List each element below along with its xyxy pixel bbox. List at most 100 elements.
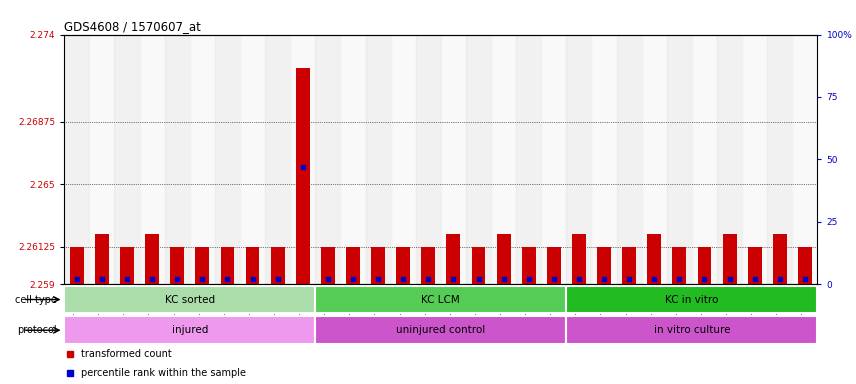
- Point: [472, 276, 485, 282]
- Bar: [767, 35, 793, 284]
- Text: KC LCM: KC LCM: [421, 295, 461, 305]
- Bar: [290, 35, 315, 284]
- Point: [270, 276, 284, 282]
- Bar: [572, 234, 586, 284]
- Bar: [673, 247, 687, 284]
- Point: [321, 276, 335, 282]
- Bar: [70, 247, 84, 284]
- Bar: [265, 35, 290, 284]
- Bar: [390, 35, 416, 284]
- Bar: [722, 234, 736, 284]
- Point: [246, 276, 259, 282]
- Text: in vitro culture: in vitro culture: [654, 325, 730, 335]
- Bar: [190, 35, 215, 284]
- Bar: [717, 35, 742, 284]
- Point: [622, 276, 636, 282]
- Bar: [315, 286, 567, 313]
- Bar: [416, 35, 441, 284]
- Point: [447, 276, 461, 282]
- Point: [597, 276, 611, 282]
- Bar: [742, 35, 767, 284]
- Bar: [698, 247, 711, 284]
- Point: [722, 276, 736, 282]
- Bar: [642, 35, 667, 284]
- Point: [70, 276, 84, 282]
- Point: [748, 276, 762, 282]
- Bar: [547, 247, 561, 284]
- Point: [522, 276, 536, 282]
- Bar: [246, 247, 259, 284]
- Bar: [793, 35, 817, 284]
- Bar: [366, 35, 390, 284]
- Point: [496, 276, 510, 282]
- Text: injured: injured: [171, 325, 208, 335]
- Bar: [616, 35, 642, 284]
- Bar: [170, 247, 184, 284]
- Bar: [748, 247, 762, 284]
- Bar: [270, 247, 284, 284]
- Bar: [496, 234, 510, 284]
- Bar: [667, 35, 692, 284]
- Bar: [692, 35, 717, 284]
- Bar: [341, 35, 366, 284]
- Bar: [89, 35, 115, 284]
- Point: [346, 276, 360, 282]
- Bar: [516, 35, 541, 284]
- Bar: [798, 247, 811, 284]
- Bar: [215, 35, 240, 284]
- Bar: [64, 286, 315, 313]
- Bar: [597, 247, 611, 284]
- Bar: [466, 35, 491, 284]
- Point: [798, 276, 811, 282]
- Bar: [164, 35, 190, 284]
- Bar: [195, 247, 209, 284]
- Point: [673, 276, 687, 282]
- Bar: [64, 35, 89, 284]
- Text: GDS4608 / 1570607_at: GDS4608 / 1570607_at: [64, 20, 201, 33]
- Point: [372, 276, 385, 282]
- Text: KC in vitro: KC in vitro: [665, 295, 719, 305]
- Point: [698, 276, 711, 282]
- Bar: [647, 234, 661, 284]
- Bar: [396, 247, 410, 284]
- Point: [170, 276, 184, 282]
- Bar: [296, 68, 310, 284]
- Point: [146, 276, 159, 282]
- Bar: [140, 35, 164, 284]
- Point: [647, 276, 661, 282]
- Bar: [321, 247, 335, 284]
- Bar: [221, 247, 235, 284]
- Bar: [567, 316, 817, 344]
- Point: [396, 276, 410, 282]
- Bar: [315, 316, 567, 344]
- Bar: [522, 247, 536, 284]
- Text: percentile rank within the sample: percentile rank within the sample: [80, 368, 246, 378]
- Bar: [622, 247, 636, 284]
- Text: KC sorted: KC sorted: [164, 295, 215, 305]
- Bar: [95, 234, 109, 284]
- Bar: [567, 35, 591, 284]
- Bar: [240, 35, 265, 284]
- Bar: [372, 247, 385, 284]
- Bar: [346, 247, 360, 284]
- Bar: [146, 234, 159, 284]
- Point: [95, 276, 109, 282]
- Bar: [541, 35, 567, 284]
- Point: [120, 276, 134, 282]
- Text: cell type: cell type: [15, 295, 56, 305]
- Bar: [567, 286, 817, 313]
- Point: [296, 164, 310, 170]
- Text: transformed count: transformed count: [80, 349, 171, 359]
- Point: [195, 276, 209, 282]
- Bar: [591, 35, 616, 284]
- Bar: [315, 35, 341, 284]
- Point: [221, 276, 235, 282]
- Bar: [472, 247, 485, 284]
- Bar: [115, 35, 140, 284]
- Point: [547, 276, 561, 282]
- Bar: [421, 247, 435, 284]
- Bar: [773, 234, 787, 284]
- Text: protocol: protocol: [17, 325, 56, 335]
- Bar: [491, 35, 516, 284]
- Text: uninjured control: uninjured control: [396, 325, 485, 335]
